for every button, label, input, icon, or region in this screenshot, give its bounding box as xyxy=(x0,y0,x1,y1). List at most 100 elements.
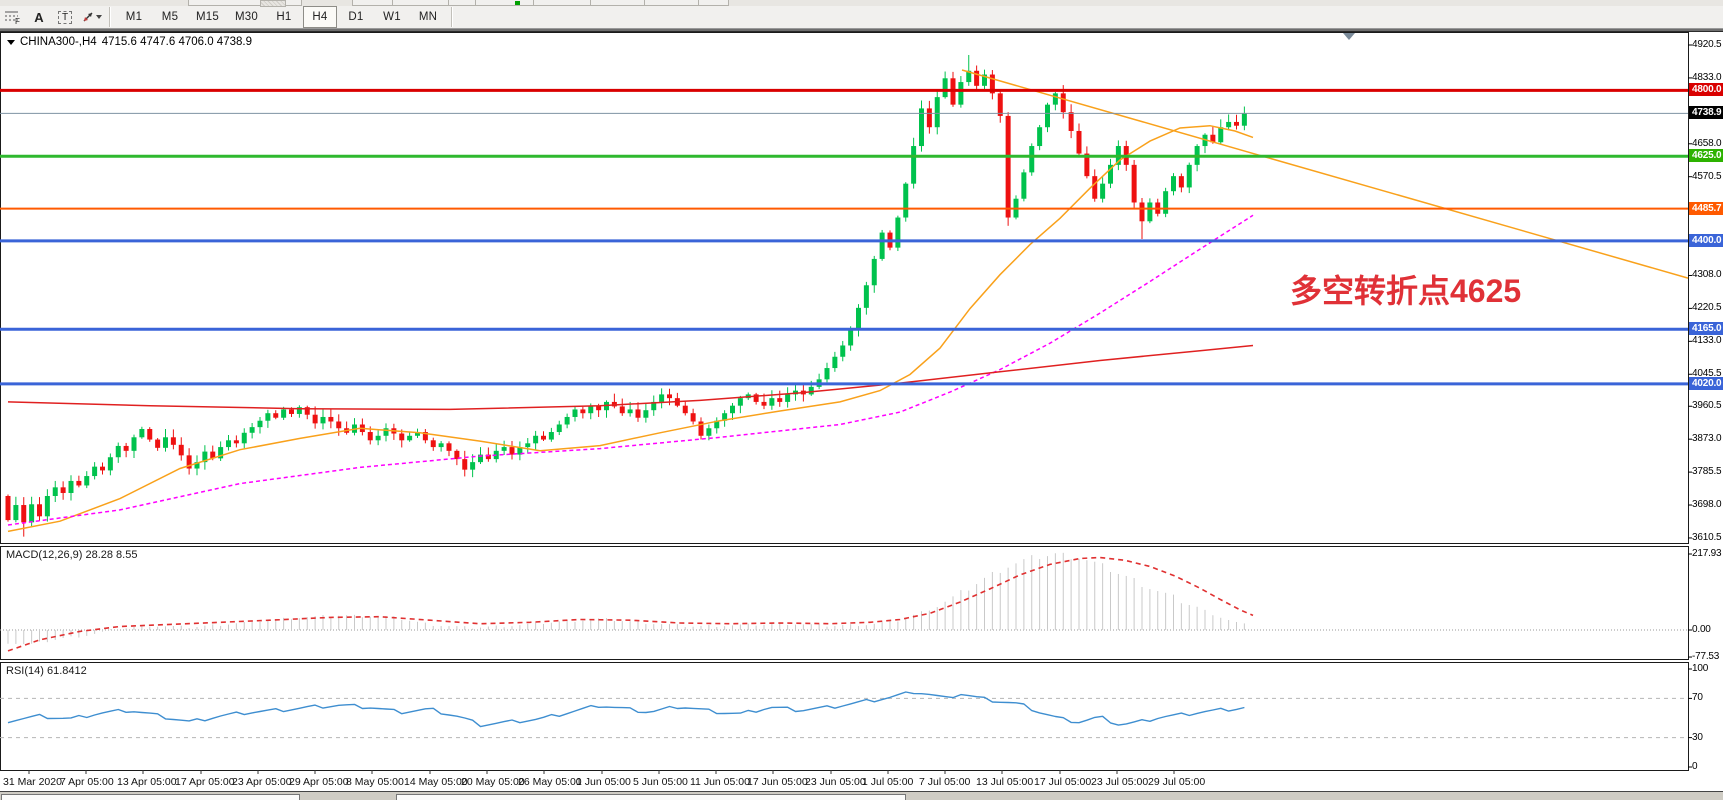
timeframe-button-d1[interactable]: D1 xyxy=(348,11,364,23)
bottom-panel-segment xyxy=(1,794,300,800)
price-axis-label: 4920.5 xyxy=(1692,39,1722,50)
bottom-panel-fragment[interactable] xyxy=(0,791,1723,800)
price-axis-label: 3960.5 xyxy=(1692,400,1722,411)
price-axis-label: 4308.0 xyxy=(1692,269,1722,280)
price-badge-4485.7: 4485.7 xyxy=(1689,202,1723,215)
macd-axis-label: 217.93 xyxy=(1692,548,1722,559)
timeframe-button-m15[interactable]: M15 xyxy=(196,11,219,23)
fragment-separator xyxy=(475,0,476,6)
macd-signal-line xyxy=(7,556,1254,652)
toolbar-overflow-fragments xyxy=(0,0,1723,7)
window-border xyxy=(0,28,1723,32)
price-axis-label: 3785.5 xyxy=(1692,466,1722,477)
descending-trendline xyxy=(961,69,1689,279)
fragment xyxy=(188,0,302,6)
time-axis-label: 13 Jul 05:00 xyxy=(976,776,1034,788)
ma-fast-orange xyxy=(7,124,1254,533)
timeframe-button-m1[interactable]: M1 xyxy=(125,11,143,23)
time-axis-label: 11 Jun 05:00 xyxy=(690,776,750,788)
fragment xyxy=(260,0,286,7)
time-axis-label: 17 Jun 05:00 xyxy=(747,776,808,788)
price-axis-label: 4045.5 xyxy=(1692,368,1722,379)
svg-text:F: F xyxy=(15,17,20,25)
ma-slow-red xyxy=(7,344,1254,411)
macd-indicator-label: MACD(12,26,9) 28.28 8.55 xyxy=(6,549,138,561)
time-axis-label: 31 Mar 2020 xyxy=(3,776,62,788)
toolbar-separator xyxy=(450,7,453,27)
text-box-icon: T xyxy=(57,10,73,24)
time-axis-label: 17 Jul 05:00 xyxy=(1034,776,1092,788)
fragment-separator xyxy=(392,0,393,6)
macd-axis-label: 0.00 xyxy=(1692,624,1711,635)
price-axis-label: 4833.0 xyxy=(1692,72,1722,83)
arrows-tool-button[interactable] xyxy=(79,6,103,28)
time-axis-label: 20 May 05:00 xyxy=(461,776,525,788)
bottom-panel-segment xyxy=(396,794,906,800)
timeframe-button-h1[interactable]: H1 xyxy=(276,11,292,23)
price-axis-label: 3873.0 xyxy=(1692,433,1722,444)
rsi-axis-label: 0 xyxy=(1692,761,1698,772)
text-box-tool-button[interactable]: T xyxy=(53,6,77,28)
chevron-down-icon[interactable] xyxy=(7,39,15,45)
timeframe-button-m30[interactable]: M30 xyxy=(234,11,258,23)
time-axis-label: 23 Jul 05:00 xyxy=(1091,776,1149,788)
fragment-separator xyxy=(590,0,591,6)
fragment xyxy=(352,0,729,6)
fragment-separator xyxy=(698,0,699,6)
rsi-axis-label: 100 xyxy=(1692,663,1709,674)
fibonacci-icon: F xyxy=(5,11,20,25)
fibonacci-tool-button[interactable]: F xyxy=(1,6,25,28)
price-badge-4020.0: 4020.0 xyxy=(1689,377,1723,390)
rsi-indicator-label: RSI(14) 61.8412 xyxy=(6,665,87,677)
price-axis-label: 4658.0 xyxy=(1692,138,1722,149)
price-badge-4625.0: 4625.0 xyxy=(1689,149,1723,162)
text-label-icon: A xyxy=(34,9,44,25)
price-badge-4800.0: 4800.0 xyxy=(1689,83,1723,96)
time-axis-label: 1 Jul 05:00 xyxy=(862,776,914,788)
timeframe-button-w1[interactable]: W1 xyxy=(383,11,401,23)
fragment-green-dot xyxy=(515,1,520,5)
rsi-line xyxy=(7,691,1245,728)
time-axis-label: 26 May 05:00 xyxy=(518,776,582,788)
toolbar: F A T M1 M5 M15 M30 H1 H4 D1 W1 MN xyxy=(0,6,1723,28)
chevron-down-icon[interactable] xyxy=(96,15,102,19)
pivot-annotation-text: 多空转折点4625 xyxy=(1290,273,1522,309)
price-axis-label: 4570.5 xyxy=(1692,171,1722,182)
text-tool-button[interactable]: A xyxy=(27,6,51,28)
time-axis-label: 17 Apr 05:00 xyxy=(175,776,235,788)
fragment-separator xyxy=(448,0,449,6)
arrows-icon xyxy=(83,12,93,22)
ma-mid-magenta xyxy=(7,214,1254,526)
price-badge-4738.9: 4738.9 xyxy=(1689,106,1723,119)
time-axis-label: 7 Jul 05:00 xyxy=(919,776,971,788)
price-axis-label: 3698.0 xyxy=(1692,499,1722,510)
fragment-separator xyxy=(644,0,645,6)
timeframe-button-mn[interactable]: MN xyxy=(418,11,438,23)
time-axis-label: 23 Apr 05:00 xyxy=(232,776,292,788)
chart-shift-marker[interactable] xyxy=(1343,33,1355,40)
time-axis-label: 13 Apr 05:00 xyxy=(117,776,177,788)
fragment-separator xyxy=(533,0,534,6)
time-axis-label: 7 Apr 05:00 xyxy=(60,776,114,788)
time-axis-label: 1 Jun 05:00 xyxy=(576,776,631,788)
toolbar-separator xyxy=(109,7,111,27)
time-axis-label: 14 May 05:00 xyxy=(404,776,468,788)
price-axis-label: 4220.5 xyxy=(1692,302,1722,313)
ohlc-values: 4715.6 4747.6 4706.0 4738.9 xyxy=(101,36,252,48)
time-axis-label: 29 Apr 05:00 xyxy=(289,776,349,788)
price-axis-label: 3610.5 xyxy=(1692,532,1722,543)
timeframe-button-m5[interactable]: M5 xyxy=(161,11,179,23)
time-axis-label: 8 May 05:00 xyxy=(346,776,404,788)
rsi-axis-label: 30 xyxy=(1692,732,1703,743)
timeframe-button-h4[interactable]: H4 xyxy=(302,6,337,28)
symbol-period-label: CHINA300-,H4 xyxy=(20,36,97,48)
time-axis-label: 29 Jul 05:00 xyxy=(1148,776,1206,788)
time-axis-label: 5 Jun 05:00 xyxy=(633,776,688,788)
macd-axis-label: -77.53 xyxy=(1692,651,1720,662)
price-badge-4165.0: 4165.0 xyxy=(1689,322,1723,335)
chart-title: CHINA300-,H4 4715.6 4747.6 4706.0 4738.9 xyxy=(7,36,252,48)
time-axis-label: 23 Jun 05:00 xyxy=(805,776,866,788)
rsi-axis-label: 70 xyxy=(1692,692,1703,703)
price-badge-4400.0: 4400.0 xyxy=(1689,234,1723,247)
